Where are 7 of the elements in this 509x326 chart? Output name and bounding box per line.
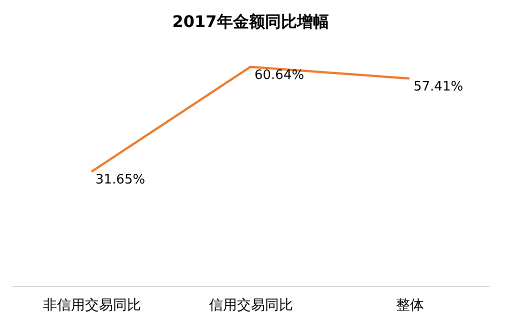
data-label: 31.65% [96,172,146,188]
x-tick-label: 非信用交易同比 [43,298,141,314]
chart-title: 2017年金额同比增幅 [172,12,329,31]
x-tick-label: 整体 [396,298,424,314]
data-label: 60.64% [254,68,304,83]
x-tick-label: 信用交易同比 [209,298,293,314]
data-label: 57.41% [414,80,464,95]
